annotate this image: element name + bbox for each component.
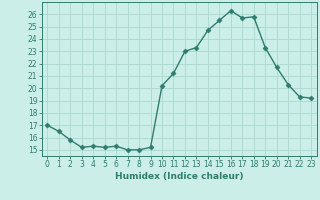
X-axis label: Humidex (Indice chaleur): Humidex (Indice chaleur) (115, 172, 244, 181)
